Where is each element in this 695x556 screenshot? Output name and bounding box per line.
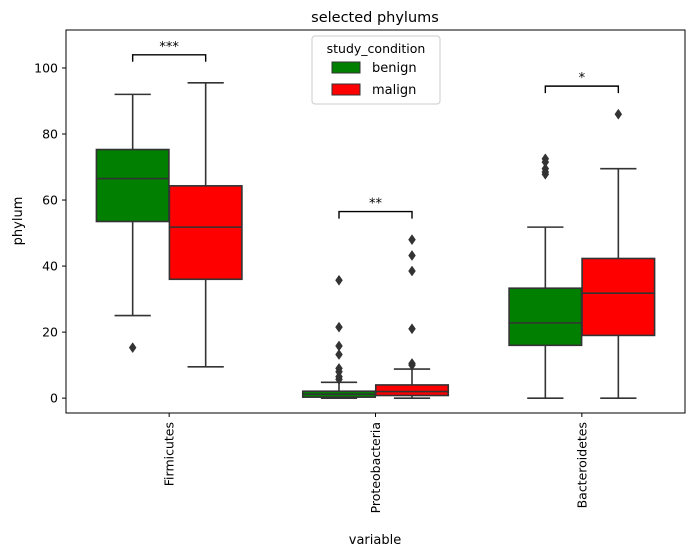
box-body	[508, 287, 583, 347]
outlier-point	[408, 359, 416, 371]
significance-firmicutes: ***	[131, 40, 207, 62]
plot-body: ******	[95, 40, 656, 399]
legend-label-malign: malign	[372, 83, 416, 98]
y-axis-label: phylum	[11, 197, 26, 246]
significance-label: *	[579, 71, 586, 86]
outlier-point	[335, 274, 343, 286]
y-tick-label: 60	[42, 193, 58, 208]
legend-label-benign: benign	[372, 61, 417, 76]
outlier-point	[614, 108, 623, 120]
box-malign-proteobacteria	[374, 234, 450, 399]
box-body	[95, 148, 170, 223]
box-benign-firmicutes	[95, 93, 170, 354]
box-body	[168, 185, 243, 281]
outlier-point	[541, 168, 550, 180]
x-axis-label: variable	[349, 533, 401, 548]
significance-bracket	[338, 210, 413, 219]
significance-bracket	[131, 54, 207, 62]
outlier-point	[408, 234, 416, 246]
x-tick-label-proteobacteria: Proteobacteria	[368, 422, 383, 513]
outlier-point	[335, 373, 343, 385]
x-axis: Firmicutes Proteobacteria Bacteroidetes	[162, 413, 589, 513]
legend-title: study_condition	[327, 41, 426, 56]
outlier-point	[335, 349, 343, 360]
outlier-point	[408, 250, 416, 261]
box-benign-proteobacteria	[301, 274, 377, 399]
box-malign-firmicutes	[168, 82, 243, 368]
box-body	[581, 257, 656, 337]
significance-label: ***	[159, 40, 179, 55]
y-tick-label: 40	[42, 259, 58, 274]
x-tick-label-firmicutes: Firmicutes	[162, 422, 177, 486]
legend-swatch-malign	[331, 83, 361, 96]
outlier-point	[335, 321, 343, 333]
box-malign-bacteroidetes	[581, 108, 656, 399]
outlier-point	[408, 265, 416, 277]
significance-label: **	[369, 197, 383, 212]
legend-swatch-benign	[331, 61, 361, 74]
box-benign-bacteroidetes	[508, 153, 583, 399]
box-body	[374, 384, 450, 397]
y-tick-label: 0	[50, 391, 58, 406]
significance-proteobacteria: **	[338, 197, 413, 219]
outlier-point	[128, 342, 137, 354]
chart-title: selected phylums	[311, 10, 439, 26]
outlier-point	[408, 323, 416, 335]
y-tick-label: 20	[42, 325, 58, 340]
legend: study_condition benign malign	[311, 35, 441, 105]
y-axis: 0 20 40 60 80 100	[34, 60, 66, 406]
significance-bracket	[544, 85, 620, 94]
y-tick-label: 80	[42, 127, 58, 142]
x-tick-label-bacteroidetes: Bacteroidetes	[574, 422, 589, 508]
y-tick-label: 100	[34, 60, 58, 75]
significance-bacteroidetes: *	[544, 71, 620, 94]
